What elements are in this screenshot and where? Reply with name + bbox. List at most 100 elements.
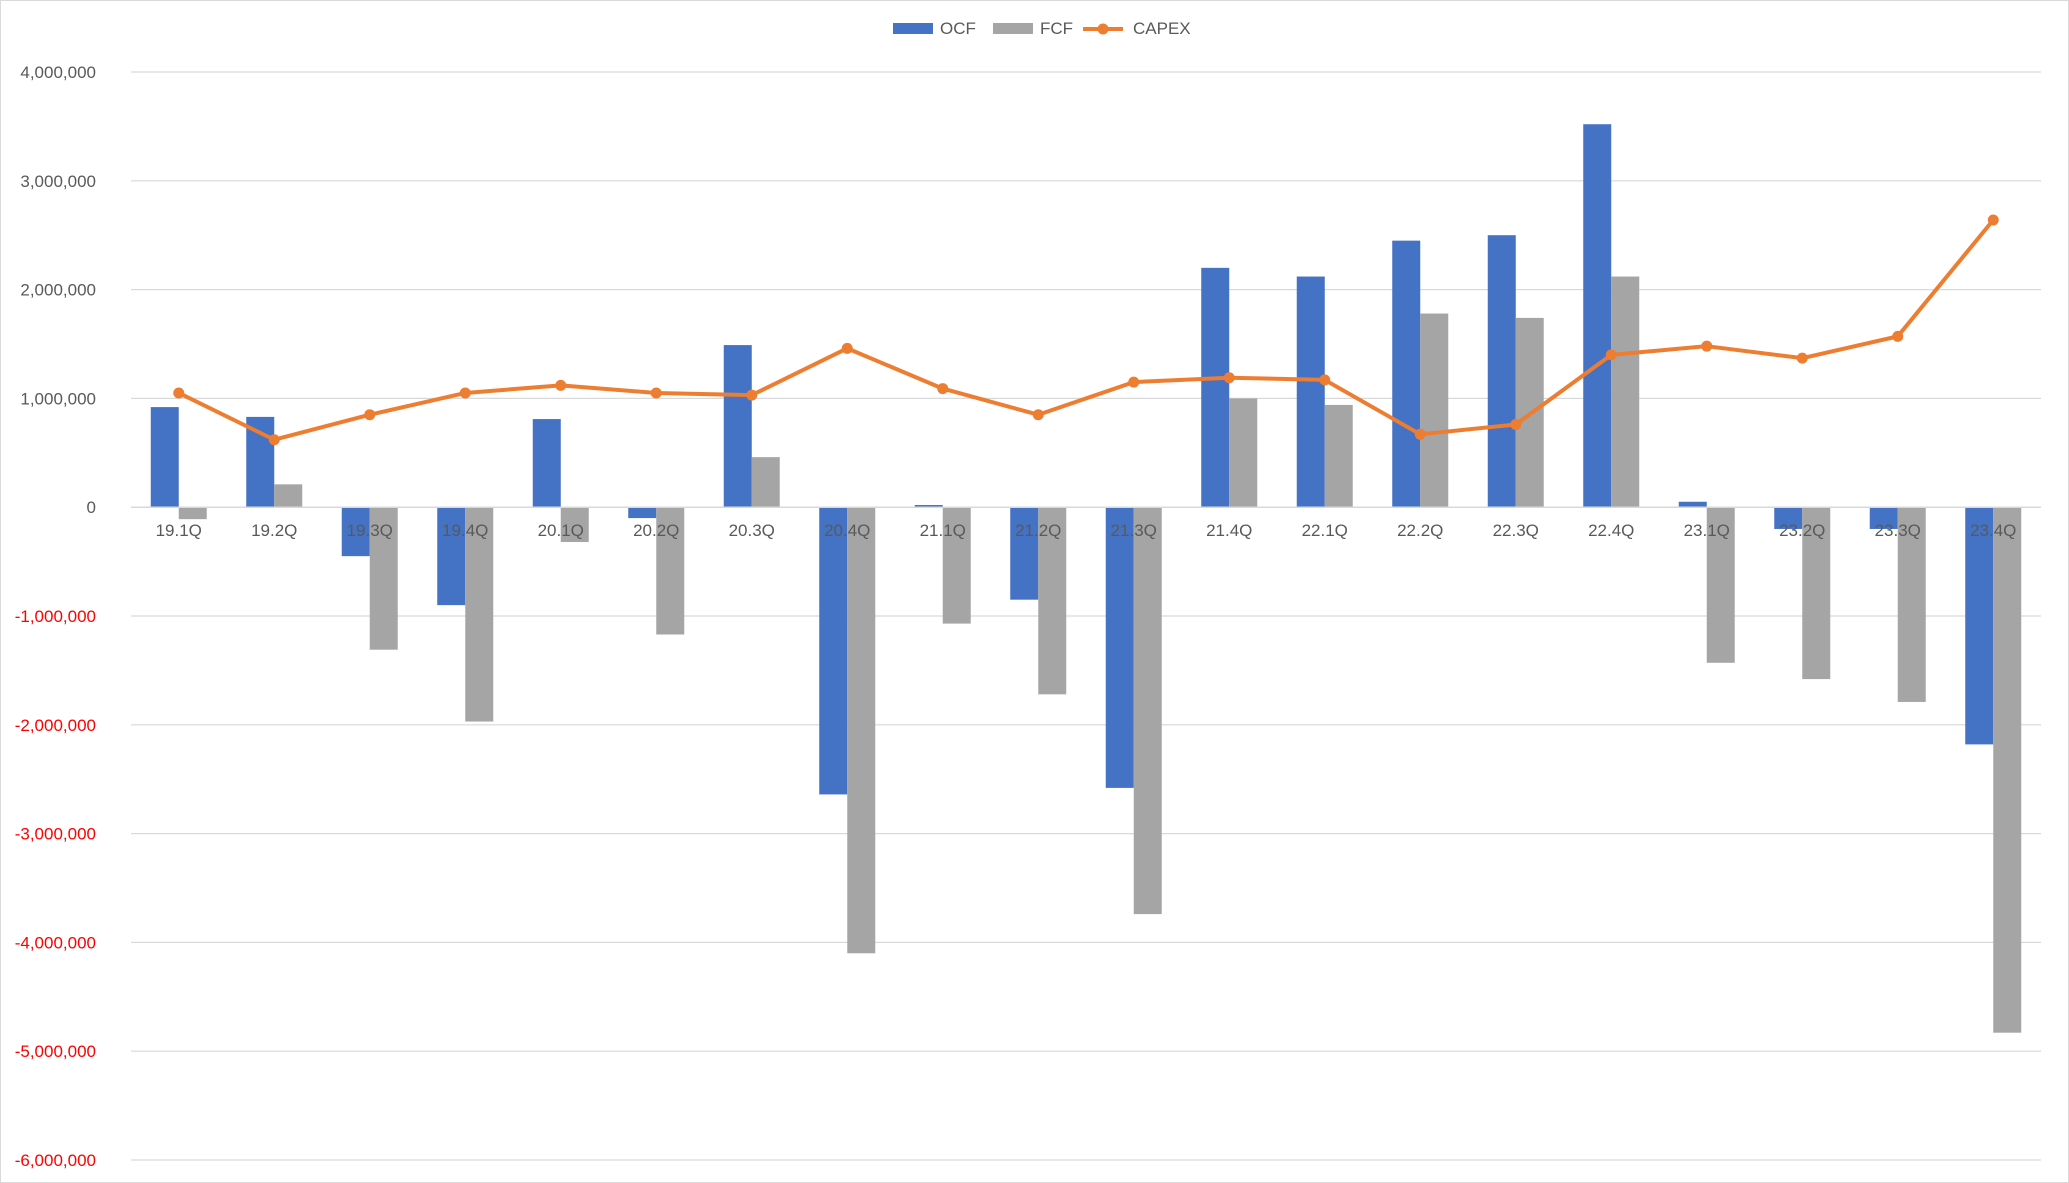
capex-point-20.3Q [746,389,758,401]
x-tick-label: 19.3Q [347,521,393,540]
capex-point-22.3Q [1510,419,1522,431]
bar-ocf-23.1Q [1678,501,1707,508]
bar-fcf-21.3Q [1133,507,1162,915]
bar-fcf-22.4Q [1611,276,1640,508]
x-axis-tick-labels: 19.1Q 19.2Q 19.3Q 19.4Q 20.1Q 20.2Q 20.3Q 20.4Q… [156,521,2017,540]
x-tick-label: 20.2Q [633,521,679,540]
bar-ocf-19.3Q [341,507,370,557]
bar-ocf-19.2Q [246,416,275,508]
capex-point-21.1Q [937,383,949,395]
y-tick-label: 3,000,000 [20,172,96,191]
bar-ocf-20.2Q [628,507,657,519]
y-axis-tick-labels: 4,000,000 3,000,000 2,000,000 1,000,000 0 -1,… [15,63,96,1170]
bar-fcf-19.1Q [178,507,207,520]
bar-fcf-21.1Q [942,507,971,624]
x-tick-label: 21.3Q [1111,521,1157,540]
bar-ocf-20.3Q [723,345,752,508]
capex-point-21.3Q [1128,376,1140,388]
x-tick-label: 23.1Q [1684,521,1730,540]
capex-point-20.1Q [555,379,567,391]
legend-label-capex: CAPEX [1133,19,1191,38]
x-tick-label: 20.3Q [729,521,775,540]
bars [150,124,2022,1033]
capex-point-21.4Q [1223,372,1235,384]
bar-ocf-21.4Q [1201,267,1230,508]
capex-point-22.1Q [1319,374,1331,386]
bar-ocf-21.3Q [1105,507,1134,788]
capex-point-21.2Q [1032,409,1044,421]
bar-ocf-19.4Q [437,507,466,606]
x-tick-label: 21.4Q [1206,521,1252,540]
capex-point-19.4Q [459,387,471,399]
x-tick-label: 19.1Q [156,521,202,540]
y-tick-label: -5,000,000 [15,1042,96,1061]
x-tick-label: 23.2Q [1779,521,1825,540]
x-tick-label: 23.4Q [1970,521,2016,540]
gridlines [131,71,2041,1161]
y-tick-label: -1,000,000 [15,607,96,626]
legend-swatch-fcf [993,23,1033,34]
y-tick-label: -3,000,000 [15,825,96,844]
capex-point-23.1Q [1701,340,1713,352]
y-tick-label: -6,000,000 [15,1151,96,1170]
bar-ocf-23.4Q [1965,507,1994,745]
capex-point-23.3Q [1892,330,1904,342]
bar-fcf-23.1Q [1706,507,1735,663]
x-tick-label: 22.2Q [1397,521,1443,540]
x-tick-label: 22.1Q [1302,521,1348,540]
bar-ocf-19.1Q [150,407,179,508]
bar-ocf-21.2Q [1010,507,1039,600]
bar-ocf-22.4Q [1583,124,1612,508]
bar-fcf-21.4Q [1229,398,1258,508]
capex-point-19.1Q [173,387,185,399]
x-tick-label: 20.4Q [824,521,870,540]
bar-fcf-23.3Q [1897,507,1926,702]
bar-fcf-19.3Q [369,507,398,650]
y-tick-label: 1,000,000 [20,389,96,408]
y-tick-label: -2,000,000 [15,716,96,735]
bar-fcf-22.2Q [1420,313,1449,508]
bar-fcf-22.1Q [1324,404,1353,508]
capex-line [176,217,1996,442]
y-tick-label: 0 [87,498,96,517]
x-tick-label: 22.4Q [1588,521,1634,540]
legend-marker-capex [1097,23,1109,35]
bar-fcf-20.1Q [560,507,589,543]
legend-label-fcf: FCF [1040,19,1073,38]
y-tick-label: 4,000,000 [20,63,96,82]
bar-fcf-19.2Q [274,484,303,508]
legend: OCF FCF CAPEX [893,19,1191,38]
bar-fcf-21.2Q [1038,507,1067,695]
bar-fcf-20.3Q [751,457,780,508]
x-tick-label: 21.1Q [920,521,966,540]
bar-ocf-22.1Q [1296,276,1325,508]
bar-ocf-20.4Q [819,507,848,795]
bar-fcf-20.4Q [847,507,876,954]
capex-point-19.2Q [268,434,280,446]
bar-ocf-20.1Q [532,419,561,508]
capex-point-20.2Q [650,387,662,399]
legend-label-ocf: OCF [940,19,976,38]
capex-point-22.2Q [1414,428,1426,440]
capex-point-19.3Q [364,409,376,421]
x-tick-label: 20.1Q [538,521,584,540]
y-tick-label: -4,000,000 [15,933,96,952]
capex-point-23.2Q [1796,352,1808,364]
x-tick-label: 22.3Q [1493,521,1539,540]
bar-ocf-23.2Q [1774,507,1803,529]
capex-point-20.4Q [841,342,853,354]
bar-ocf-21.1Q [914,505,943,508]
bar-ocf-22.2Q [1392,240,1421,508]
bar-fcf-19.4Q [465,507,494,722]
legend-swatch-ocf [893,23,933,34]
x-tick-label: 19.4Q [442,521,488,540]
bar-fcf-23.2Q [1802,507,1831,680]
bar-ocf-23.3Q [1869,507,1898,529]
x-tick-label: 23.3Q [1875,521,1921,540]
bar-fcf-20.2Q [656,507,685,635]
capex-point-22.4Q [1605,349,1617,361]
bar-ocf-22.3Q [1487,235,1516,508]
y-tick-label: 2,000,000 [20,281,96,300]
